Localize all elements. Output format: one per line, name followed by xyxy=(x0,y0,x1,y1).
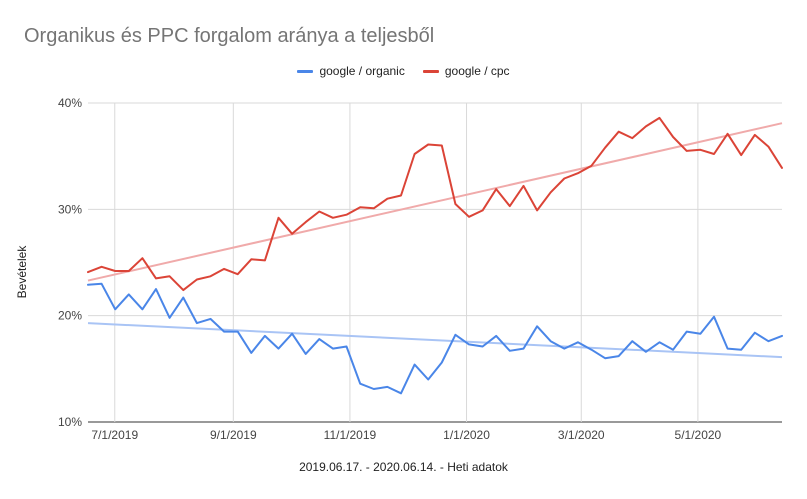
series-lines xyxy=(87,116,783,395)
x-tick-label: 3/1/2020 xyxy=(558,428,605,442)
x-tick-label: 11/1/2019 xyxy=(324,428,377,442)
tick-labels: 10% 20% 30% 40% 7/1/2019 9/1/2019 11/1/2019 1/1… xyxy=(58,96,722,442)
legend-item-organic[interactable]: google / organic xyxy=(297,64,405,78)
legend-label-organic: google / organic xyxy=(319,64,405,78)
y-tick-label: 40% xyxy=(58,96,82,110)
trendline-organic xyxy=(87,322,783,359)
legend-swatch-organic xyxy=(297,69,314,73)
grid xyxy=(88,102,782,423)
legend: google / organic google / cpc xyxy=(0,64,807,78)
series-line-cpc xyxy=(87,116,783,292)
y-tick-label: 10% xyxy=(58,415,82,429)
legend-swatch-cpc xyxy=(422,69,439,73)
x-tick-label: 1/1/2020 xyxy=(443,428,490,442)
x-tick-label: 9/1/2019 xyxy=(210,428,257,442)
x-tick-label: 7/1/2019 xyxy=(91,428,138,442)
chart-title: Organikus és PPC forgalom aránya a telje… xyxy=(24,25,435,47)
x-axis-label: 2019.06.17. - 2020.06.14. - Heti adatok xyxy=(299,460,508,474)
y-tick-label: 30% xyxy=(58,202,82,216)
y-axis-label: Bevételek xyxy=(15,245,29,299)
trendlines xyxy=(87,122,783,359)
legend-label-cpc: google / cpc xyxy=(444,64,510,78)
trendline-cpc xyxy=(87,122,783,282)
x-tick-label: 5/1/2020 xyxy=(675,428,722,442)
y-tick-label: 20% xyxy=(58,309,82,323)
series-line-organic xyxy=(87,282,783,395)
legend-item-cpc[interactable]: google / cpc xyxy=(422,64,510,78)
